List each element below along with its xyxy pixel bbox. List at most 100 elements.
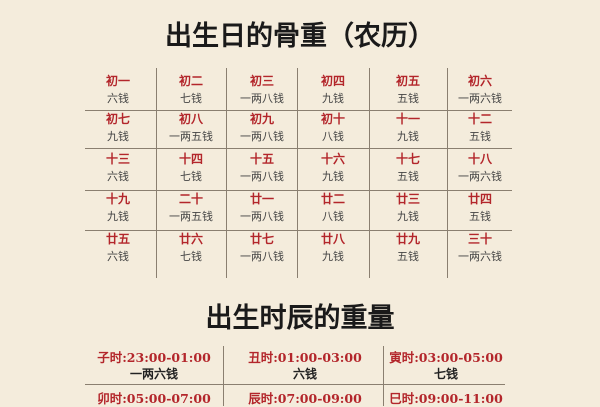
day-cell: 廿三 九钱 <box>368 190 448 226</box>
hour-range: 子时:23:00-01:00 <box>97 350 211 365</box>
lunar-day: 初九 <box>249 112 274 126</box>
day-cell: 廿八 九钱 <box>293 230 373 266</box>
hour-weight-table: 子时:23:00-01:00 一两六钱 丑时:01:00-03:00 六钱 寅时:03:… <box>85 346 505 406</box>
bone-weight: 一两六钱 <box>458 170 502 183</box>
lunar-day: 初六 <box>467 74 492 88</box>
column-divider <box>297 68 298 278</box>
day-cell: 廿四 五钱 <box>440 190 520 226</box>
bone-weight: 一两八钱 <box>240 92 284 105</box>
day-cell: 二十 一两五钱 <box>151 190 231 226</box>
bone-weight: 九钱 <box>107 130 129 143</box>
bone-weight: 九钱 <box>322 170 344 183</box>
lunar-day: 十七 <box>395 152 420 166</box>
lunar-day: 廿七 <box>249 232 274 246</box>
bone-weight: 九钱 <box>107 210 129 223</box>
lunar-day: 十三 <box>105 152 130 166</box>
day-cell: 廿九 五钱 <box>368 230 448 266</box>
lunar-day: 二十 <box>178 192 203 206</box>
lunar-day: 初四 <box>320 74 345 88</box>
day-cell: 十二 五钱 <box>440 110 520 146</box>
lunar-day: 初八 <box>178 112 203 126</box>
lunar-day: 十二 <box>467 112 492 126</box>
bone-weight: 五钱 <box>397 250 419 263</box>
day-cell: 初八 一两五钱 <box>151 110 231 146</box>
day-cell: 初九 一两八钱 <box>222 110 302 146</box>
lunar-day: 十九 <box>105 192 130 206</box>
day-cell: 十四 七钱 <box>151 150 231 186</box>
bone-weight: 一两八钱 <box>240 170 284 183</box>
bone-weight: 五钱 <box>469 130 491 143</box>
column-divider <box>369 68 370 278</box>
lunar-day: 廿八 <box>320 232 345 246</box>
column-divider <box>447 68 448 278</box>
hour-weight: 六钱 <box>292 367 317 381</box>
bone-weight: 一两八钱 <box>240 250 284 263</box>
day-cell: 十五 一两八钱 <box>222 150 302 186</box>
lunar-day: 廿四 <box>467 192 492 206</box>
hour-range: 丑时:01:00-03:00 <box>248 350 362 365</box>
lunar-day: 初三 <box>249 74 274 88</box>
lunar-day: 初五 <box>395 74 420 88</box>
lunar-day: 十八 <box>467 152 492 166</box>
lunar-day: 初一 <box>105 74 130 88</box>
lunar-day: 廿三 <box>395 192 420 206</box>
lunar-day: 十一 <box>395 112 420 126</box>
lunar-day: 廿二 <box>320 192 345 206</box>
lunar-day: 三十 <box>467 232 492 246</box>
bone-weight: 六钱 <box>107 92 129 105</box>
hour-range: 寅时:03:00-05:00 <box>389 350 503 365</box>
lunar-day: 廿九 <box>395 232 420 246</box>
hour-weight: 七钱 <box>433 367 458 381</box>
lunar-day: 十四 <box>178 152 203 166</box>
bone-weight: 九钱 <box>322 92 344 105</box>
day-weight-title: 出生日的骨重（农历） <box>165 21 435 52</box>
day-cell: 三十 一两六钱 <box>440 230 520 266</box>
bone-weight: 五钱 <box>397 170 419 183</box>
day-cell: 十一 九钱 <box>368 110 448 146</box>
day-cell: 廿二 八钱 <box>293 190 373 226</box>
lunar-day: 初二 <box>178 74 203 88</box>
hour-cell: 子时:23:00-01:00 一两六钱 <box>79 349 229 383</box>
hour-range: 辰时:07:00-09:00 <box>248 391 362 406</box>
column-divider <box>383 346 384 406</box>
bone-weight: 九钱 <box>322 250 344 263</box>
bone-weight: 九钱 <box>397 210 419 223</box>
bone-weight: 五钱 <box>469 210 491 223</box>
day-cell: 十九 九钱 <box>78 190 158 226</box>
bone-weight: 一两五钱 <box>169 130 213 143</box>
hour-cell: 辰时:07:00-09:00 <box>230 390 380 407</box>
hour-range: 卯时:05:00-07:00 <box>97 391 211 406</box>
day-cell: 初四 九钱 <box>293 72 373 108</box>
hour-cell: 寅时:03:00-05:00 七钱 <box>371 349 521 383</box>
bone-weight: 六钱 <box>107 170 129 183</box>
bone-weight: 七钱 <box>180 250 202 263</box>
bone-weight: 一两六钱 <box>458 92 502 105</box>
bone-weight: 一两六钱 <box>458 250 502 263</box>
lunar-day: 十六 <box>320 152 345 166</box>
day-cell: 初二 七钱 <box>151 72 231 108</box>
row-divider <box>85 110 512 111</box>
bone-weight: 九钱 <box>397 130 419 143</box>
bone-weight: 七钱 <box>180 170 202 183</box>
bone-weight: 五钱 <box>397 92 419 105</box>
day-cell: 初六 一两六钱 <box>440 72 520 108</box>
hour-weight: 一两六钱 <box>129 367 178 381</box>
day-cell: 十三 六钱 <box>78 150 158 186</box>
day-cell: 十七 五钱 <box>368 150 448 186</box>
bone-weight: 八钱 <box>322 210 344 223</box>
lunar-day: 初十 <box>320 112 345 126</box>
day-cell: 初五 五钱 <box>368 72 448 108</box>
bone-weight: 一两八钱 <box>240 210 284 223</box>
day-weight-table: 初一 六钱 初二 七钱 初三 一两八钱 初四 九钱 初五 五钱 初六 一两六钱 初七 九钱 初八 一两五钱 初九… <box>85 68 512 278</box>
day-cell: 初一 六钱 <box>78 72 158 108</box>
day-cell: 廿七 一两八钱 <box>222 230 302 266</box>
lunar-day: 廿五 <box>105 232 130 246</box>
bone-weight: 一两八钱 <box>240 130 284 143</box>
row-divider <box>85 190 512 191</box>
bone-weight: 八钱 <box>322 130 344 143</box>
bone-weight: 七钱 <box>180 92 202 105</box>
lunar-day: 廿一 <box>249 192 274 206</box>
bone-weight: 一两五钱 <box>169 210 213 223</box>
lunar-day: 十五 <box>249 152 274 166</box>
lunar-day: 廿六 <box>178 232 203 246</box>
